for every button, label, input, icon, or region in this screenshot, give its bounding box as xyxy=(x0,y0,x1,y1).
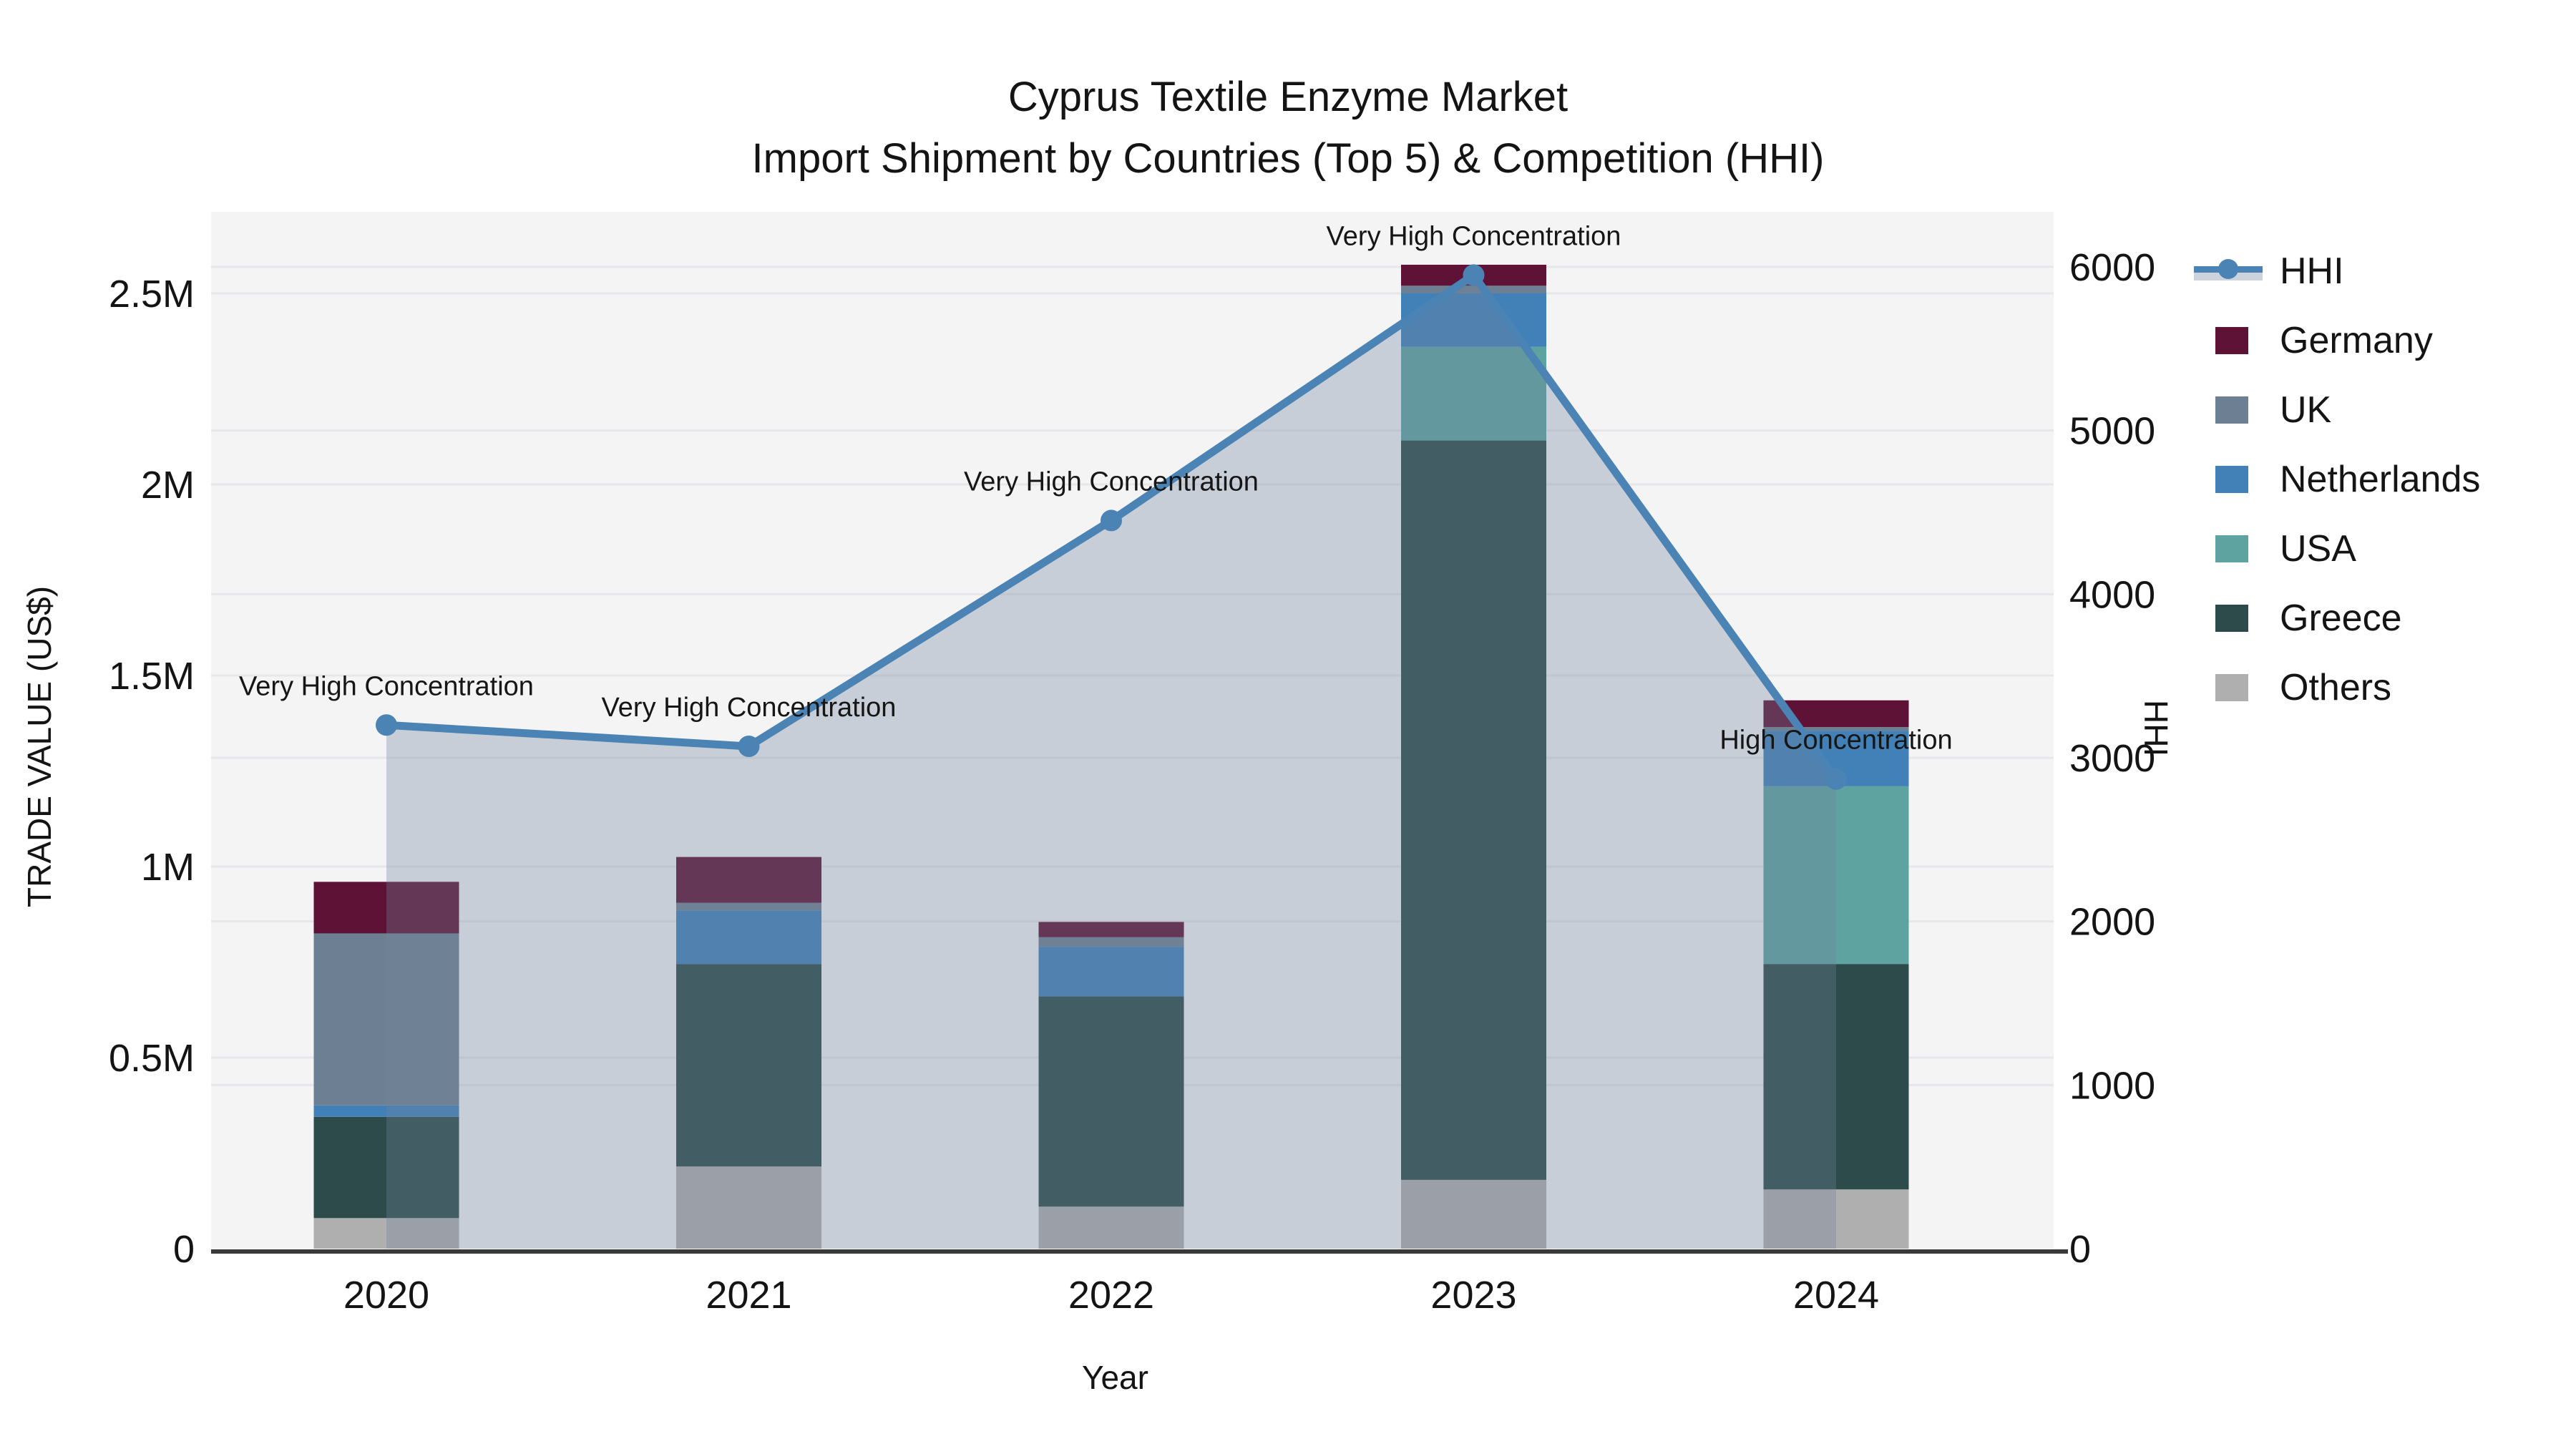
right-axis-title: HHI xyxy=(2137,700,2175,757)
right-axis-tick-4000: 4000 xyxy=(2069,573,2155,616)
right-axis-tick-6000: 6000 xyxy=(2069,246,2155,289)
hhi-marker-2020 xyxy=(376,714,397,736)
hhi-marker-2023 xyxy=(1463,264,1485,286)
legend-line-swatch-icon xyxy=(2194,258,2263,285)
bar-segment-greece-2024 xyxy=(1763,964,1909,1190)
right-axis-tick-1000: 1000 xyxy=(2069,1064,2155,1107)
legend-item-usa: USA xyxy=(2215,514,2480,583)
bar-segment-others-2022 xyxy=(1038,1206,1184,1249)
x-axis-title: Year xyxy=(1082,1359,1148,1396)
legend-item-germany: Germany xyxy=(2215,306,2480,375)
bar-segment-others-2020 xyxy=(313,1218,459,1249)
legend-swatch-icon xyxy=(2215,465,2248,493)
x-axis-tick-2020: 2020 xyxy=(343,1274,429,1317)
annotation-label-2024: High Concentration xyxy=(1719,726,1952,756)
legend-label: Netherlands xyxy=(2280,458,2481,500)
legend: HHI Germany UK Netherlands USA Greece Others xyxy=(2194,236,2480,722)
hhi-marker-2024 xyxy=(1825,768,1847,790)
bar-segment-germany-2020 xyxy=(313,882,459,934)
bar-segment-greece-2023 xyxy=(1401,440,1546,1180)
legend-label: Greece xyxy=(2280,597,2402,639)
bar-segment-netherlands-2022 xyxy=(1038,947,1184,997)
annotation-label-2020: Very High Concentration xyxy=(239,671,534,701)
x-axis-tick-2024: 2024 xyxy=(1793,1274,1879,1317)
bar-segment-greece-2020 xyxy=(313,1116,459,1219)
legend-swatch-icon xyxy=(2215,604,2248,632)
legend-item-others: Others xyxy=(2215,653,2480,722)
bar-segment-netherlands-2020 xyxy=(313,1105,459,1117)
bar-segment-uk-2024 xyxy=(1763,727,1909,731)
left-axis-tick-2.5M: 2.5M xyxy=(109,273,195,316)
legend-swatch-icon xyxy=(2215,535,2248,562)
hhi-marker-2022 xyxy=(1101,509,1122,532)
annotation-label-2022: Very High Concentration xyxy=(964,467,1259,497)
bar-segment-usa-2024 xyxy=(1763,786,1909,965)
x-axis-tick-2022: 2022 xyxy=(1068,1274,1154,1317)
chart-title-line2: Import Shipment by Countries (Top 5) & C… xyxy=(751,135,1825,182)
x-axis-tick-2021: 2021 xyxy=(706,1274,791,1317)
right-axis-tick-5000: 5000 xyxy=(2069,410,2155,453)
right-axis-tick-3000: 3000 xyxy=(2069,737,2155,780)
left-axis-tick-1.5M: 1.5M xyxy=(109,655,195,698)
right-axis-tick-0: 0 xyxy=(2069,1228,2091,1271)
legend-swatch-icon xyxy=(2215,326,2248,354)
bar-segment-uk-2021 xyxy=(676,902,821,911)
left-axis-title: TRADE VALUE (US$) xyxy=(21,585,58,907)
hhi-area-fill xyxy=(386,275,1836,1249)
legend-item-hhi: HHI xyxy=(2194,236,2480,306)
legend-item-greece: Greece xyxy=(2215,583,2480,653)
legend-line-part xyxy=(2218,258,2238,279)
bar-segment-greece-2021 xyxy=(676,964,821,1167)
annotation-label-2021: Very High Concentration xyxy=(602,693,897,723)
annotation-label-2023: Very High Concentration xyxy=(1327,221,1621,251)
x-axis-tick-2023: 2023 xyxy=(1430,1274,1516,1317)
left-axis-tick-2M: 2M xyxy=(141,464,195,507)
left-axis-tick-0.5M: 0.5M xyxy=(109,1037,195,1080)
bar-segment-germany-2022 xyxy=(1038,922,1184,937)
legend-swatch-icon xyxy=(2215,396,2248,424)
bar-segment-usa-2023 xyxy=(1401,346,1546,441)
bar-segment-others-2023 xyxy=(1401,1179,1546,1249)
legend-swatch-icon xyxy=(2215,673,2248,701)
legend-label: HHI xyxy=(2280,250,2344,292)
bar-segment-netherlands-2021 xyxy=(676,910,821,965)
legend-label: Germany xyxy=(2280,319,2433,361)
bar-segment-others-2021 xyxy=(676,1166,821,1249)
bar-segment-germany-2021 xyxy=(676,857,821,903)
legend-label: USA xyxy=(2280,527,2356,570)
hhi-marker-2021 xyxy=(738,735,760,757)
legend-label: UK xyxy=(2280,389,2332,431)
bar-segment-others-2024 xyxy=(1763,1189,1909,1249)
bar-segment-uk-2023 xyxy=(1401,286,1546,293)
left-axis-tick-1M: 1M xyxy=(141,846,195,889)
legend-item-netherlands: Netherlands xyxy=(2215,444,2480,514)
chart-title-line1: Cyprus Textile Enzyme Market xyxy=(1008,74,1568,120)
right-axis-tick-2000: 2000 xyxy=(2069,901,2155,944)
legend-item-uk: UK xyxy=(2215,375,2480,444)
bar-segment-uk-2020 xyxy=(313,933,459,1106)
legend-label: Others xyxy=(2280,666,2392,708)
bar-segment-greece-2022 xyxy=(1038,996,1184,1207)
left-axis-tick-0: 0 xyxy=(173,1228,195,1271)
bar-segment-uk-2022 xyxy=(1038,937,1184,947)
